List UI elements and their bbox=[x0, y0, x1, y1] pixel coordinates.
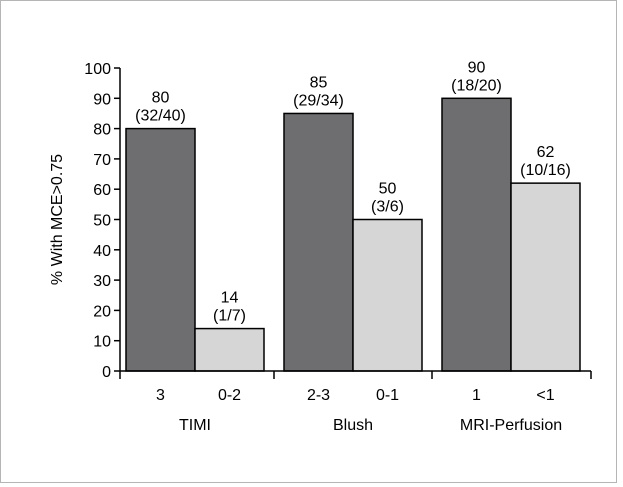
bar-fraction-label: (1/7) bbox=[213, 308, 246, 325]
bar-value-label: 50 bbox=[379, 181, 397, 198]
x-group-label: Blush bbox=[333, 417, 373, 434]
x-category-label: 0-2 bbox=[218, 387, 241, 404]
bar-fraction-label: (3/6) bbox=[371, 199, 404, 216]
bar-blush-1 bbox=[283, 112, 354, 372]
x-group-label: MRI-Perfusion bbox=[460, 417, 562, 434]
x-category-label: 3 bbox=[156, 387, 165, 404]
y-tick-label: 0 bbox=[102, 364, 111, 381]
bar-value-label: 85 bbox=[310, 74, 328, 91]
y-axis-ticks: 0 10 20 30 40 50 60 70 80 90 100 bbox=[84, 61, 592, 381]
bar-mri-perfusion-1 bbox=[441, 97, 512, 372]
x-category-label: <1 bbox=[536, 387, 554, 404]
x-category-label: 1 bbox=[472, 387, 481, 404]
y-tick-label: 30 bbox=[93, 273, 111, 290]
y-tick-label: 90 bbox=[93, 91, 111, 108]
y-tick-label: 70 bbox=[93, 152, 111, 169]
x-category-label: 0-1 bbox=[376, 387, 399, 404]
bar-blush-2 bbox=[352, 218, 423, 372]
bar-mri-perfusion-2 bbox=[510, 182, 581, 372]
y-tick-label: 80 bbox=[93, 122, 111, 139]
bar-timi-1 bbox=[125, 127, 196, 372]
y-tick-label: 10 bbox=[93, 334, 111, 351]
bar-fraction-label: (29/34) bbox=[293, 92, 344, 109]
bar-value-label: 62 bbox=[537, 144, 555, 161]
bar-fraction-label: (18/20) bbox=[451, 77, 502, 94]
y-tick-label: 50 bbox=[93, 213, 111, 230]
y-tick-label: 40 bbox=[93, 243, 111, 260]
bar-value-label: 90 bbox=[468, 59, 486, 76]
y-tick-label: 60 bbox=[93, 182, 111, 199]
bar-timi-2 bbox=[194, 327, 265, 372]
x-group-label: TIMI bbox=[179, 417, 211, 434]
bar-fraction-label: (10/16) bbox=[520, 162, 571, 179]
bar-value-label: 14 bbox=[221, 290, 239, 307]
bar-value-label: 80 bbox=[152, 90, 170, 107]
bars-layer bbox=[125, 97, 581, 372]
bar-value-labels: 80(32/40) 14(1/7) 85(29/34) 50(3/6) 90(18/20… bbox=[135, 59, 571, 324]
y-tick-label: 20 bbox=[93, 303, 111, 320]
y-tick-label: 100 bbox=[84, 61, 111, 78]
x-category-label: 2-3 bbox=[307, 387, 330, 404]
y-axis-title: % With MCE>0.75 bbox=[49, 154, 66, 285]
bar-fraction-label: (32/40) bbox=[135, 108, 186, 125]
